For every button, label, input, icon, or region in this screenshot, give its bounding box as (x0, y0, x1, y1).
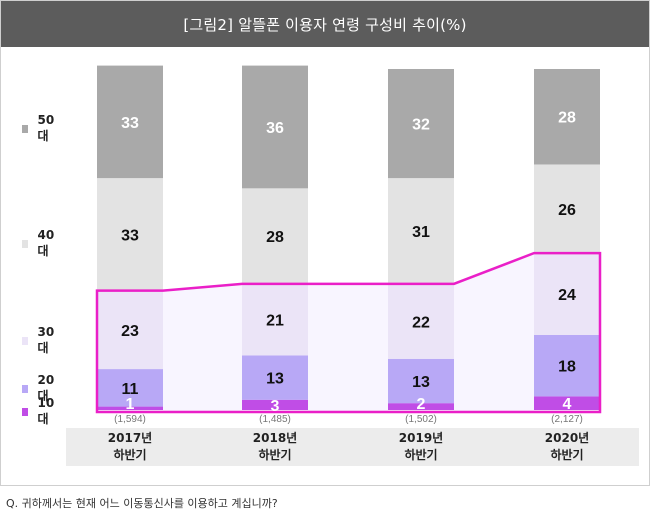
value-label-50대-3: 32 (412, 117, 430, 134)
bar-segment-40대-3 (388, 178, 454, 284)
value-label-40대-1: 33 (121, 227, 139, 244)
legend-item-50대: 50대 (22, 113, 57, 144)
legend-label-20대: 20대 (37, 373, 55, 403)
legend-item-40대: 40대 (22, 228, 57, 259)
x-tick-label-year: 2018년 (252, 431, 298, 445)
sample-size-label-3: (1,502) (405, 414, 437, 425)
bar-segment-10대-2 (242, 399, 308, 410)
value-label-40대-3: 31 (412, 224, 430, 241)
bar-segment-30대-4 (534, 253, 600, 335)
legend-item-20대: 20대 (22, 373, 57, 404)
value-label-20대-3: 13 (412, 374, 430, 391)
bar-segment-10대-1 (97, 406, 163, 410)
highlight-area-fill (97, 253, 600, 412)
legend-label-10대: 10대 (37, 396, 55, 426)
bar-segment-30대-2 (242, 283, 308, 356)
bar-segment-40대-2 (242, 188, 308, 284)
bar-segment-50대-2 (242, 65, 308, 189)
value-label-10대-3: 2 (417, 396, 426, 413)
value-label-40대-2: 28 (266, 229, 284, 246)
x-axis-label-band (66, 428, 639, 466)
x-tick-label-year: 2017년 (107, 431, 153, 445)
value-label-20대-4: 18 (558, 359, 576, 376)
bar-segment-20대-1 (97, 369, 163, 407)
legend-swatch-30대 (22, 336, 28, 345)
x-tick-label-half: 하반기 (404, 448, 438, 462)
bar-segment-10대-4 (534, 396, 600, 410)
highlight-area-outline (95, 251, 602, 414)
legend-swatch-20대 (22, 384, 28, 393)
legend-item-10대: 10대 (22, 396, 57, 427)
sample-size-label-1: (1,594) (114, 414, 146, 425)
value-label-50대-2: 36 (266, 120, 284, 137)
legend-swatch-50대 (22, 124, 28, 133)
value-label-30대-2: 21 (266, 313, 284, 330)
legend-swatch-40대 (22, 239, 28, 248)
bar-segment-40대-1 (97, 178, 163, 291)
legend-label-30대: 30대 (37, 325, 55, 355)
bar-segment-50대-1 (97, 65, 163, 179)
x-tick-label-half: 하반기 (550, 448, 584, 462)
value-label-30대-3: 22 (412, 314, 430, 331)
bar-segment-50대-4 (534, 69, 600, 165)
bar-segment-30대-3 (388, 283, 454, 359)
legend-swatch-10대 (22, 407, 28, 416)
chart-title: [그림2] 알뜰폰 이용자 연령 구성비 추이(%) (1, 1, 649, 47)
value-label-30대-1: 23 (121, 323, 139, 340)
bar-segment-40대-4 (534, 164, 600, 254)
stacked-bar-chart: 111 23 33 33 (1,594) 3 13 21 28 36 (1,485) 2 13 22 31 3… (95, 65, 602, 425)
bar-segment-10대-3 (388, 403, 454, 410)
x-tick-label-year: 2019년 (398, 431, 444, 445)
bar-segment-30대-1 (97, 290, 163, 370)
sample-size-label-4: (2,127) (551, 414, 583, 425)
legend-label-50대: 50대 (37, 113, 55, 143)
value-label-50대-1: 33 (121, 115, 139, 132)
value-label-20대-2: 13 (266, 371, 284, 388)
legend-item-30대: 30대 (22, 325, 57, 356)
value-label-50대-4: 28 (558, 110, 576, 127)
value-label-40대-4: 26 (558, 202, 576, 219)
bar-segment-50대-3 (388, 69, 454, 179)
value-label-10대-4: 4 (563, 396, 572, 413)
value-label-30대-4: 24 (558, 287, 576, 304)
x-tick-label-year: 2020년 (544, 431, 590, 445)
legend-label-40대: 40대 (37, 228, 55, 258)
bar-segment-20대-4 (534, 334, 600, 397)
x-tick-label-half: 하반기 (113, 448, 147, 462)
survey-question: Q. 귀하께서는 현재 어느 이동통신사를 이용하고 계십니까? (6, 497, 278, 510)
bar-segment-20대-2 (242, 355, 308, 400)
sample-size-label-2: (1,485) (259, 414, 291, 425)
value-label-20대-1: 11 (122, 381, 139, 398)
bar-segment-20대-3 (388, 358, 454, 404)
value-label-10대-2: 3 (271, 398, 280, 415)
x-tick-label-half: 하반기 (258, 448, 292, 462)
value-label-10대-1: 1 (126, 396, 135, 413)
